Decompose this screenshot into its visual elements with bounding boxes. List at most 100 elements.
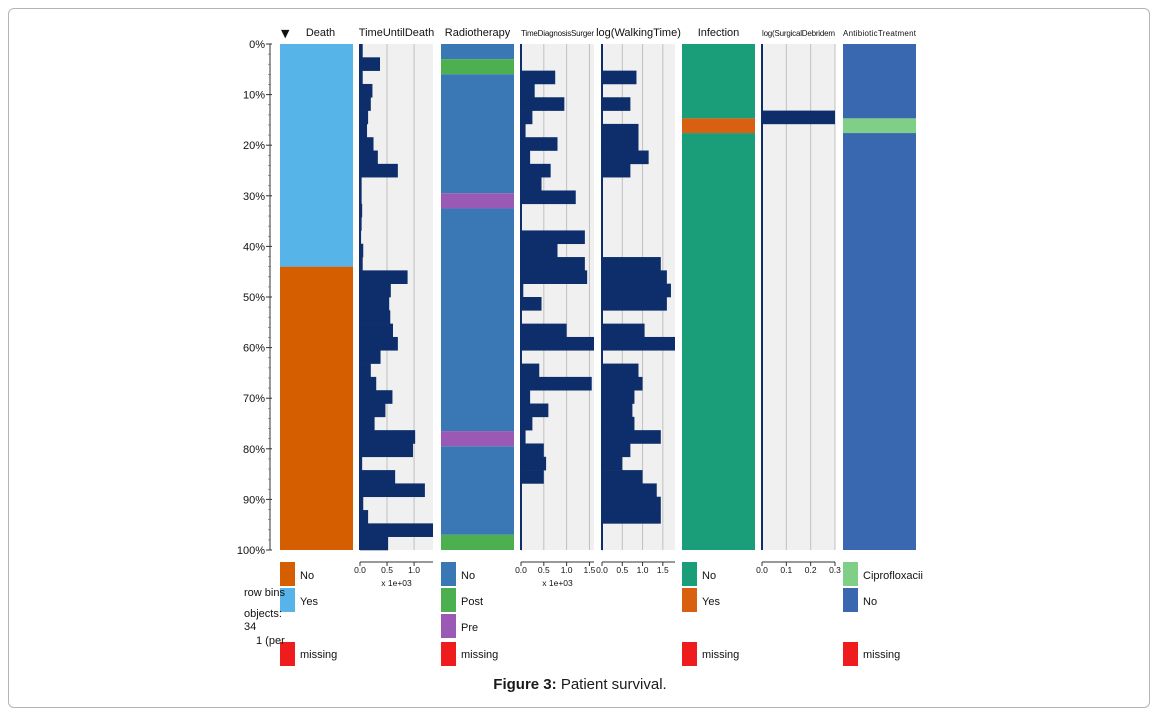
x-tick-label-time_until_death: 1.0 [408, 565, 420, 575]
bar-log_surgical_debridement [762, 110, 835, 125]
bar-time_until_death [360, 536, 389, 551]
caption-text: Patient survival. [560, 676, 667, 693]
bar-time_diagnosis_surgery [521, 297, 542, 311]
bar-log_walking_time [602, 430, 661, 444]
bar-time_diagnosis_surgery [521, 336, 594, 351]
bar-log_walking_time [602, 336, 675, 351]
x-tick-label-log_surgical_debridement: 0.2 [805, 565, 817, 575]
segment-infection-no [682, 44, 755, 119]
bar-log_walking_time [602, 163, 631, 178]
x-tick-label-log_walking_time: 0.5 [616, 565, 628, 575]
x-tick-label-time_diagnosis_surgery: 1.5 [584, 565, 596, 575]
bar-log_walking_time [602, 416, 635, 431]
missing-swatch-radiotherapy [441, 642, 456, 666]
bar-time_until_death [360, 243, 364, 258]
bar-time_until_death [360, 470, 396, 484]
bar-time_until_death [360, 203, 363, 218]
bar-log_walking_time [602, 456, 623, 471]
column-header-log_surgical_debridement: log(SurgicalDebridem [762, 29, 835, 38]
bar-time_until_death [360, 443, 413, 458]
bar-log_walking_time [602, 510, 661, 524]
numeric-panel-log_surgical_debridement [762, 44, 835, 550]
row-bin-info: row bins objects: 34 1 (per [244, 587, 285, 648]
y-tick-label: 70% [243, 393, 265, 405]
bar-time_diagnosis_surgery [521, 177, 542, 191]
bar-time_diagnosis_surgery [521, 270, 588, 284]
bar-time_diagnosis_surgery [521, 110, 533, 125]
bar-time_until_death [360, 257, 363, 271]
segment-radiotherapy-pre [441, 193, 514, 209]
objects-label: objects: [244, 607, 282, 620]
x-tick-label-log_walking_time: 1.5 [657, 565, 669, 575]
bar-time_diagnosis_surgery [521, 430, 526, 444]
x-scale-label-time_diagnosis_surgery: x 1e+03 [542, 578, 573, 588]
bar-time_diagnosis_surgery [521, 137, 558, 151]
row-bins-label: row bins [244, 587, 285, 599]
bar-time_diagnosis_surgery [521, 443, 544, 458]
bar-time_diagnosis_surgery [521, 403, 549, 418]
caption-label: Figure 3: [493, 676, 557, 693]
legend-label-death: No [300, 570, 314, 582]
bar-time_until_death [360, 496, 364, 511]
segment-infection-yes [682, 118, 755, 134]
legend-label-infection: Yes [702, 596, 720, 608]
bar-time_until_death [360, 44, 363, 58]
legend-swatch-infection [682, 562, 697, 586]
bar-log_walking_time [602, 150, 649, 165]
x-tick-label-time_diagnosis_surgery: 0.0 [515, 565, 527, 575]
bar-time_diagnosis_surgery [521, 190, 576, 205]
bar-time_until_death [360, 70, 363, 85]
bar-time_diagnosis_surgery [521, 123, 526, 138]
bar-time_until_death [360, 270, 408, 284]
y-tick-label: 50% [243, 292, 265, 304]
missing-swatch-antibiotic_treatment [843, 642, 858, 666]
bar-log_walking_time [602, 137, 639, 151]
bar-time_until_death [360, 523, 433, 537]
legend-label-infection: No [702, 570, 716, 582]
segment-radiotherapy-pre [441, 431, 514, 447]
bar-time_until_death [360, 83, 373, 98]
y-tick-label: 20% [243, 140, 265, 152]
missing-label-antibiotic_treatment: missing [863, 649, 900, 661]
segment-antibiotic_treatment-ciprofloxacin [843, 118, 916, 134]
per-label: 1 (per [256, 634, 285, 647]
x-tick-label-log_walking_time: 1.0 [637, 565, 649, 575]
figure-frame [8, 8, 1150, 708]
bar-time_until_death [360, 403, 386, 418]
legend-swatch-radiotherapy [441, 614, 456, 638]
bar-time_until_death [360, 57, 381, 71]
bar-log_walking_time [602, 470, 643, 484]
segment-radiotherapy-no [441, 74, 514, 194]
bar-time_until_death [360, 430, 416, 444]
legend-swatch-death [280, 562, 295, 586]
segment-infection-no [682, 133, 755, 550]
bar-time_until_death [360, 163, 398, 178]
column-header-death: Death [306, 27, 335, 39]
bar-time_until_death [360, 97, 371, 111]
bar-time_until_death [360, 297, 390, 311]
legend-swatch-antibiotic_treatment [843, 562, 858, 586]
bar-log_walking_time [602, 323, 645, 338]
bar-time_diagnosis_surgery [521, 390, 531, 404]
legend-label-radiotherapy: Pre [461, 622, 478, 634]
bar-time_diagnosis_surgery [521, 283, 524, 298]
bar-log_walking_time [602, 443, 631, 458]
missing-swatch-death [280, 642, 295, 666]
segment-death-no [280, 266, 353, 550]
column-header-infection: Infection [698, 27, 740, 39]
bar-time_until_death [360, 510, 369, 524]
bar-time_until_death [360, 390, 393, 404]
x-tick-label-log_surgical_debridement: 0.1 [780, 565, 792, 575]
x-tick-label-time_until_death: 0.5 [381, 565, 393, 575]
bar-time_until_death [360, 483, 425, 498]
bar-time_diagnosis_surgery [521, 376, 592, 391]
bar-time_until_death [360, 323, 393, 338]
bar-log_walking_time [602, 97, 631, 111]
x-scale-label-time_until_death: x 1e+03 [381, 578, 412, 588]
segment-antibiotic_treatment-no [843, 44, 916, 119]
bar-time_until_death [360, 110, 369, 125]
x-tick-label-time_diagnosis_surgery: 0.5 [538, 565, 550, 575]
bar-time_diagnosis_surgery [521, 323, 567, 338]
bar-time_diagnosis_surgery [521, 470, 544, 484]
